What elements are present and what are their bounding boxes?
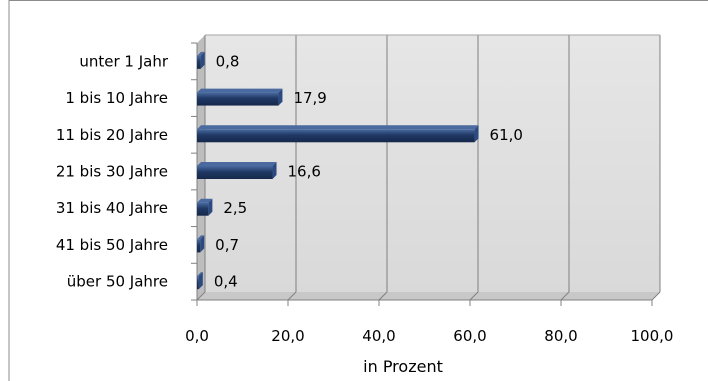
bar-end-6 [198,272,203,290]
bar-6 [197,276,199,290]
bar-end-4 [208,198,213,216]
gridline-floor-3 [469,291,479,301]
category-label-6: über 50 Jahre [67,273,168,291]
bar-end-5 [200,235,205,253]
bar-top-3 [197,162,277,166]
bar-end-3 [272,162,277,179]
x-tick-label-1: 20,0 [271,327,304,345]
value-label-6: 0,4 [214,273,238,291]
x-tick-label-5: 100,0 [631,327,674,345]
value-label-5: 0,7 [215,236,239,254]
gridline-floor-2 [378,291,388,301]
bar-top-0 [197,51,205,56]
bar-end-1 [278,88,283,106]
gridline-floor-5 [651,291,661,301]
value-label-2: 61,0 [490,126,523,144]
bar-3 [197,166,273,179]
x-tick-label-0: 0,0 [185,327,209,345]
value-label-3: 16,6 [288,163,321,181]
category-label-5: 41 bis 50 Jahre [56,236,168,254]
category-label-2: 11 bis 20 Jahre [56,126,168,144]
plot-back-wall [205,35,660,292]
gridline-floor-0 [196,291,206,301]
plot-floor [197,292,660,300]
category-label-4: 31 bis 40 Jahre [56,199,168,217]
category-label-0: unter 1 Jahr [79,52,168,70]
bar-4 [197,202,209,216]
bar-top-2 [197,125,479,130]
bar-0 [197,55,201,69]
gridline-floor-1 [287,291,297,301]
gridline-floor-4 [560,291,570,301]
bar-top-6 [197,272,203,277]
bar-top-5 [197,235,205,240]
bar-5 [197,239,201,253]
x-tick-label-2: 40,0 [362,327,395,345]
value-label-1: 17,9 [293,89,326,107]
x-tick-label-3: 60,0 [453,327,486,345]
value-label-0: 0,8 [216,52,240,70]
bar-end-0 [200,51,205,69]
category-label-1: 1 bis 10 Jahre [65,89,168,107]
category-label-3: 21 bis 30 Jahre [56,163,168,181]
bar-top-4 [197,198,213,203]
bar-top-1 [197,88,283,93]
bar-1 [197,92,279,106]
x-axis-title: in Prozent [363,357,443,376]
value-label-4: 2,5 [223,199,247,217]
bar-2 [197,129,475,143]
x-tick-label-4: 80,0 [544,327,577,345]
bar-end-2 [474,125,479,143]
